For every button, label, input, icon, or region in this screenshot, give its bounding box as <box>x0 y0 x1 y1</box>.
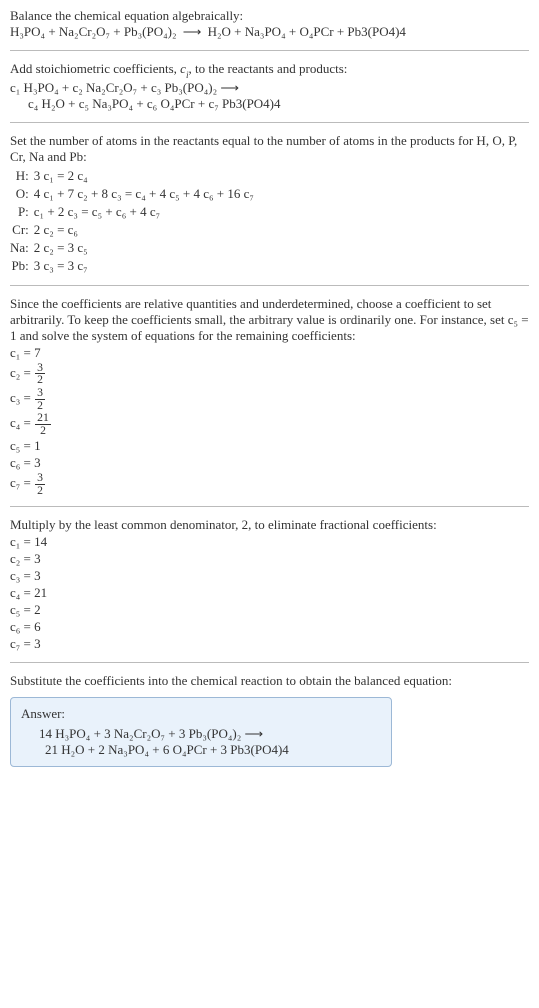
coef-item: c₇ = 3 <box>10 636 529 652</box>
coef-frac: 32 <box>35 472 45 496</box>
eq-row: Cr:2 c₂ = c₆ <box>10 221 259 239</box>
eq-row: Na:2 c₂ = 3 c₅ <box>10 239 259 257</box>
eq-rhs: 2 c₂ = 3 c₅ <box>34 239 259 257</box>
coef-item: c₃ = 32 <box>10 387 529 411</box>
stoich-line1: c₁ H₃PO₄ + c₂ Na₂Cr₂O₇ + c₃ Pb₃(PO₄)₂ ⟶ <box>10 80 529 96</box>
frac-den: 2 <box>35 485 45 497</box>
divider <box>10 50 529 51</box>
frac-den: 2 <box>35 425 51 437</box>
frac-den: 2 <box>35 374 45 386</box>
frac-num: 3 <box>35 472 45 485</box>
eq-row: Pb:3 c₃ = 3 c₇ <box>10 257 259 275</box>
coef-lhs: c₁ = 7 <box>10 345 41 360</box>
unbalanced-reaction: H₃PO₄ + Na₂Cr₂O₇ + Pb₃(PO₄)₂ ⟶ H₂O + Na₃… <box>10 24 529 40</box>
intro-balance: Balance the chemical equation algebraica… <box>10 8 529 24</box>
reaction-left: H₃PO₄ + Na₂Cr₂O₇ + Pb₃(PO₄)₂ <box>10 24 176 39</box>
coef-item: c₃ = 3 <box>10 568 529 584</box>
answer-line2: 21 H₂O + 2 Na₃PO₄ + 6 O₄PCr + 3 Pb3(PO4)… <box>45 742 381 758</box>
eq-el: Pb: <box>10 257 34 275</box>
eq-el: Na: <box>10 239 34 257</box>
coef-item: c₇ = 32 <box>10 472 529 496</box>
divider <box>10 122 529 123</box>
coef-item: c₁ = 14 <box>10 534 529 550</box>
coef-item: c₂ = 32 <box>10 362 529 386</box>
coef-lhs: c₄ = <box>10 416 34 431</box>
coef-lhs: c₅ = 1 <box>10 438 41 453</box>
eq-rhs: c₁ + 2 c₃ = c₅ + c₆ + 4 c₇ <box>34 203 259 221</box>
eq-rhs: 4 c₁ + 7 c₂ + 8 c₃ = c₄ + 4 c₅ + 4 c₆ + … <box>34 185 259 203</box>
stoich-line2: c₄ H₂O + c₅ Na₃PO₄ + c₆ O₄PCr + c₇ Pb3(P… <box>28 96 529 112</box>
coef-item: c₄ = 212 <box>10 412 529 436</box>
coef-lhs: c₆ = 3 <box>10 455 41 470</box>
answer-title: Answer: <box>21 706 381 722</box>
divider <box>10 285 529 286</box>
coef-item: c₂ = 3 <box>10 551 529 567</box>
intro-substitute: Substitute the coefficients into the che… <box>10 673 529 689</box>
divider <box>10 506 529 507</box>
frac-num: 3 <box>35 387 45 400</box>
coef-lhs: c₇ = <box>10 475 34 490</box>
eq-el: O: <box>10 185 34 203</box>
intro-stoich-b: , to the reactants and products: <box>189 61 348 76</box>
eq-el: H: <box>10 167 34 185</box>
answer-box: Answer: 14 H₃PO₄ + 3 Na₂Cr₂O₇ + 3 Pb₃(PO… <box>10 697 392 767</box>
intro-stoich: Add stoichiometric coefficients, ci, to … <box>10 61 529 80</box>
eq-row: P:c₁ + 2 c₃ = c₅ + c₆ + 4 c₇ <box>10 203 259 221</box>
eq-rhs: 3 c₃ = 3 c₇ <box>34 257 259 275</box>
coef-item: c₆ = 3 <box>10 455 529 471</box>
eq-rhs: 3 c₁ = 2 c₄ <box>34 167 259 185</box>
coef-int-list: c₁ = 14 c₂ = 3 c₃ = 3 c₄ = 21 c₅ = 2 c₆ … <box>10 534 529 652</box>
coef-lhs: c₂ = <box>10 365 34 380</box>
coef-lhs: c₃ = <box>10 390 34 405</box>
eq-el: Cr: <box>10 221 34 239</box>
coef-frac: 212 <box>35 412 51 436</box>
ci-i: i <box>186 71 189 81</box>
coef-frac-list: c₁ = 7 c₂ = 32 c₃ = 32 c₄ = 212 c₅ = 1 c… <box>10 345 529 497</box>
intro-lcd: Multiply by the least common denominator… <box>10 517 529 533</box>
reaction-arrow: ⟶ <box>180 24 205 39</box>
intro-stoich-a: Add stoichiometric coefficients, <box>10 61 180 76</box>
atom-equations: H:3 c₁ = 2 c₄ O:4 c₁ + 7 c₂ + 8 c₃ = c₄ … <box>10 167 259 275</box>
coef-item: c₆ = 6 <box>10 619 529 635</box>
coef-item: c₅ = 2 <box>10 602 529 618</box>
intro-atoms: Set the number of atoms in the reactants… <box>10 133 529 165</box>
eq-row: O:4 c₁ + 7 c₂ + 8 c₃ = c₄ + 4 c₅ + 4 c₆ … <box>10 185 259 203</box>
coef-item: c₅ = 1 <box>10 438 529 454</box>
coef-frac: 32 <box>35 387 45 411</box>
coef-item: c₄ = 21 <box>10 585 529 601</box>
reaction-right: H₂O + Na₃PO₄ + O₄PCr + Pb3(PO4)4 <box>208 24 406 39</box>
eq-rhs: 2 c₂ = c₆ <box>34 221 259 239</box>
divider <box>10 662 529 663</box>
coef-frac: 32 <box>35 362 45 386</box>
answer-body: 14 H₃PO₄ + 3 Na₂Cr₂O₇ + 3 Pb₃(PO₄)₂ ⟶ 21… <box>21 726 381 758</box>
answer-line1: 14 H₃PO₄ + 3 Na₂Cr₂O₇ + 3 Pb₃(PO₄)₂ ⟶ <box>39 726 381 742</box>
intro-underdetermined: Since the coefficients are relative quan… <box>10 296 529 344</box>
frac-den: 2 <box>35 400 45 412</box>
coef-item: c₁ = 7 <box>10 345 529 361</box>
eq-el: P: <box>10 203 34 221</box>
eq-row: H:3 c₁ = 2 c₄ <box>10 167 259 185</box>
